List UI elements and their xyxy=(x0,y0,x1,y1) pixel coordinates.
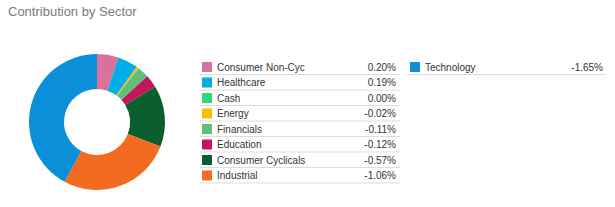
donut xyxy=(29,54,165,190)
legend-swatch xyxy=(202,124,212,134)
legend-item: Consumer Non-Cyc 0.20% xyxy=(200,62,400,75)
legend: Consumer Non-Cyc 0.20% Healthcare 0.19% Cash… xyxy=(200,62,606,184)
slice xyxy=(65,134,161,190)
legend-item: Financials -0.11% xyxy=(200,124,400,137)
legend-rule xyxy=(200,74,400,75)
legend-item: Technology -1.65% xyxy=(408,62,606,75)
title: Contribution by Sector xyxy=(8,4,137,19)
legend-rule xyxy=(200,152,400,153)
legend-item: Education -0.12% xyxy=(200,139,400,152)
legend-value: 0.20% xyxy=(368,62,396,73)
legend-swatch xyxy=(202,62,212,72)
legend-item: Energy -0.02% xyxy=(200,108,400,121)
chart: Contribution by Sector Consumer Non-Cyc 0.… xyxy=(0,0,615,207)
legend-label: Industrial xyxy=(217,170,258,181)
legend-value: 0.19% xyxy=(368,77,396,88)
legend-swatch xyxy=(202,140,212,150)
legend-label: Financials xyxy=(217,124,262,135)
legend-label: Cash xyxy=(217,93,240,104)
legend-rule xyxy=(200,167,400,168)
legend-rule xyxy=(200,90,400,91)
legend-value: -0.57% xyxy=(364,155,396,166)
legend-item: Cash 0.00% xyxy=(200,93,400,106)
legend-rule xyxy=(408,74,606,75)
slice xyxy=(29,54,97,182)
legend-item: Healthcare 0.19% xyxy=(200,77,400,90)
legend-swatch xyxy=(202,155,212,165)
legend-item: Industrial -1.06% xyxy=(200,170,400,183)
legend-swatch xyxy=(202,78,212,88)
legend-label: Education xyxy=(217,139,261,150)
legend-value: -1.65% xyxy=(571,62,603,73)
legend-swatch xyxy=(410,62,420,72)
legend-label: Energy xyxy=(217,108,249,119)
legend-rule xyxy=(200,136,400,137)
legend-label: Healthcare xyxy=(217,77,266,88)
legend-value: -0.11% xyxy=(365,124,396,135)
legend-label: Consumer Non-Cyc xyxy=(217,62,305,73)
legend-rule xyxy=(200,183,400,184)
legend-swatch xyxy=(202,171,212,181)
legend-value: -0.02% xyxy=(364,108,396,119)
legend-label: Technology xyxy=(425,62,476,73)
legend-swatch xyxy=(202,93,212,103)
legend-swatch xyxy=(202,109,212,119)
legend-rule xyxy=(200,105,400,106)
legend-label: Consumer Cyclicals xyxy=(217,155,305,166)
legend-value: -0.12% xyxy=(364,139,396,150)
legend-rule xyxy=(200,121,400,122)
legend-value: -1.06% xyxy=(364,170,396,181)
legend-item: Consumer Cyclicals -0.57% xyxy=(200,155,400,168)
legend-value: 0.00% xyxy=(368,93,396,104)
